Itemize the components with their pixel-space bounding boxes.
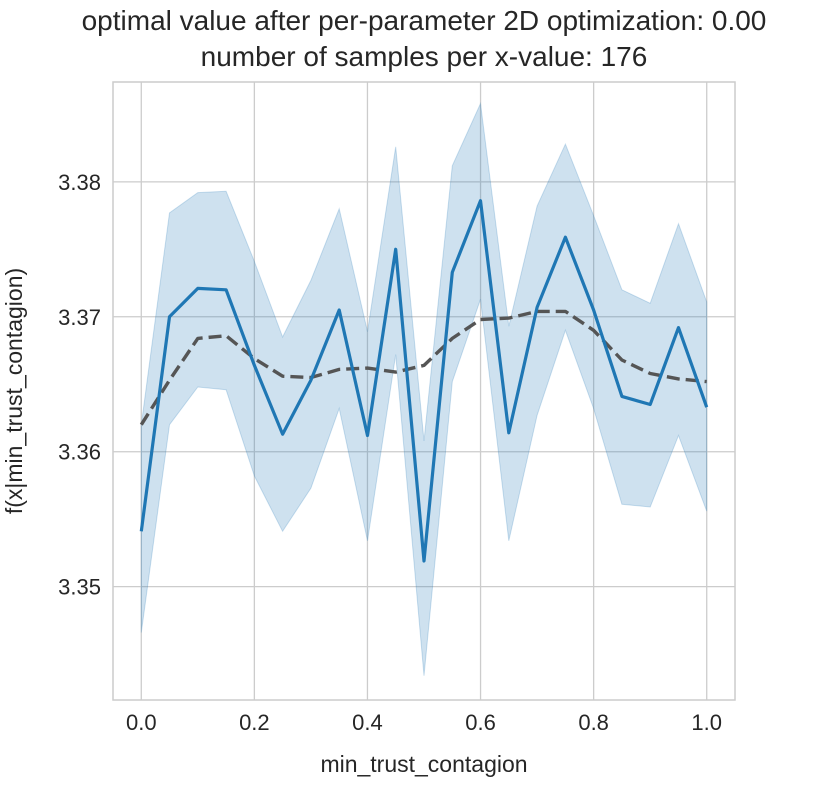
tick-labels: 0.0 0.2 0.4 0.6 0.8 1.0 3.35 3.36 3.37 3.38	[58, 170, 722, 735]
mean-line	[139, 199, 709, 563]
y-tick-label: 3.37	[58, 305, 101, 330]
y-axis-label: f(x|min_trust_contagion)	[1, 268, 27, 514]
confidence-band	[140, 101, 708, 676]
plot-area	[113, 82, 735, 700]
chart-title-line-2: number of samples per x-value: 176	[201, 41, 648, 72]
plot-frame	[112, 81, 736, 701]
grid-lines	[113, 82, 735, 700]
chart-title-group: optimal value after per-parameter 2D opt…	[82, 5, 767, 72]
x-tick-label: 0.4	[352, 710, 383, 735]
x-tick-label: 0.6	[465, 710, 496, 735]
smoothed-trend-line	[139, 309, 707, 426]
x-tick-label: 0.2	[239, 710, 270, 735]
x-axis-label: min_trust_contagion	[320, 751, 527, 777]
x-tick-label: 1.0	[691, 710, 722, 735]
chart-title-line-1: optimal value after per-parameter 2D opt…	[82, 5, 767, 36]
data-layer	[139, 101, 709, 676]
y-tick-label: 3.38	[58, 170, 101, 195]
x-tick-label: 0.8	[578, 710, 609, 735]
x-tick-label: 0.0	[126, 710, 157, 735]
y-tick-label: 3.36	[58, 440, 101, 465]
y-tick-label: 3.35	[58, 575, 101, 600]
